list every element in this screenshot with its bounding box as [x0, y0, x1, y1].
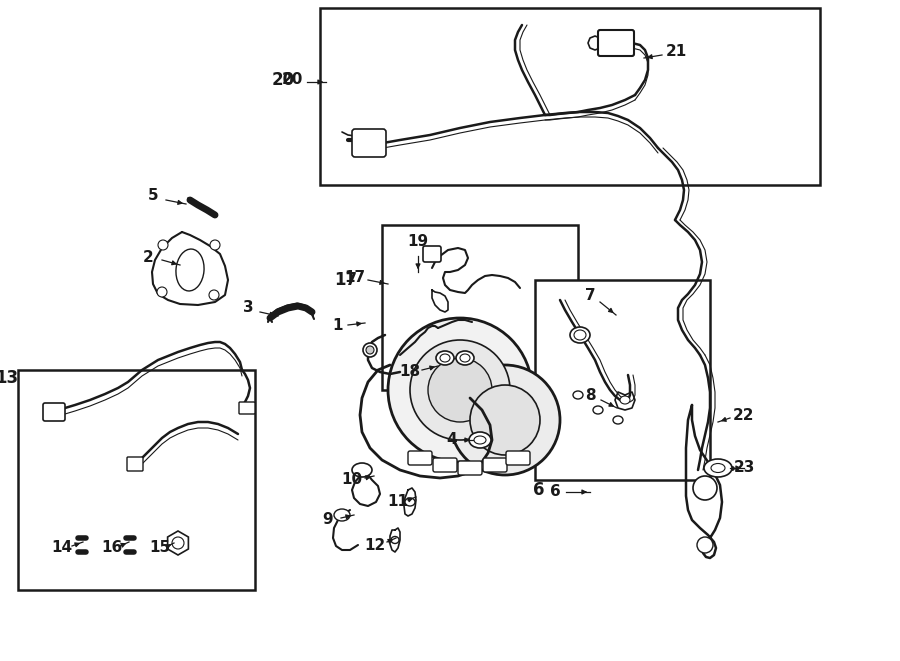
FancyBboxPatch shape: [408, 451, 432, 465]
Ellipse shape: [570, 327, 590, 343]
FancyBboxPatch shape: [43, 403, 65, 421]
FancyBboxPatch shape: [458, 461, 482, 475]
FancyBboxPatch shape: [506, 451, 530, 465]
Text: 1: 1: [333, 317, 343, 332]
Text: 10: 10: [341, 473, 363, 488]
Bar: [18, 370, 255, 590]
Ellipse shape: [474, 436, 486, 444]
Ellipse shape: [704, 459, 732, 477]
Ellipse shape: [620, 396, 630, 404]
Ellipse shape: [593, 406, 603, 414]
Text: 2: 2: [142, 251, 153, 266]
FancyBboxPatch shape: [423, 246, 441, 262]
FancyBboxPatch shape: [352, 129, 386, 157]
Ellipse shape: [469, 432, 491, 448]
Ellipse shape: [573, 391, 583, 399]
FancyBboxPatch shape: [483, 458, 507, 472]
Ellipse shape: [574, 330, 586, 340]
Text: 17: 17: [345, 270, 365, 286]
Text: 14: 14: [51, 541, 73, 555]
Text: 16: 16: [102, 541, 122, 555]
Circle shape: [366, 346, 374, 354]
Ellipse shape: [405, 498, 415, 506]
Circle shape: [209, 290, 219, 300]
Text: 7: 7: [585, 288, 595, 303]
Circle shape: [172, 537, 184, 549]
Text: 6: 6: [550, 485, 561, 500]
Circle shape: [697, 537, 713, 553]
Text: 18: 18: [400, 364, 420, 379]
Text: 17: 17: [334, 271, 357, 289]
Circle shape: [363, 343, 377, 357]
Circle shape: [693, 476, 717, 500]
Ellipse shape: [352, 463, 372, 477]
Bar: [320, 8, 820, 185]
FancyBboxPatch shape: [433, 458, 457, 472]
Text: 3: 3: [243, 301, 253, 315]
Text: 21: 21: [665, 44, 687, 59]
Ellipse shape: [176, 249, 204, 291]
Text: 20: 20: [282, 73, 302, 87]
Text: 15: 15: [149, 541, 171, 555]
Text: 19: 19: [408, 235, 428, 249]
Ellipse shape: [613, 416, 623, 424]
FancyBboxPatch shape: [239, 402, 255, 414]
Circle shape: [450, 365, 560, 475]
Text: 9: 9: [323, 512, 333, 527]
Text: 5: 5: [148, 188, 158, 204]
Text: 8: 8: [585, 387, 595, 403]
Text: 23: 23: [734, 461, 755, 475]
Circle shape: [470, 385, 540, 455]
Text: 22: 22: [734, 407, 755, 422]
Text: 20: 20: [272, 71, 295, 89]
Text: 13: 13: [0, 369, 18, 387]
Ellipse shape: [711, 463, 725, 473]
Ellipse shape: [456, 351, 474, 365]
Text: 11: 11: [388, 494, 409, 510]
Circle shape: [210, 240, 220, 250]
Circle shape: [157, 287, 167, 297]
FancyBboxPatch shape: [127, 457, 143, 471]
Circle shape: [410, 340, 510, 440]
Text: 4: 4: [446, 432, 457, 447]
Ellipse shape: [440, 354, 450, 362]
Bar: [382, 225, 578, 390]
Circle shape: [388, 318, 532, 462]
Ellipse shape: [436, 351, 454, 365]
Circle shape: [428, 358, 492, 422]
Text: 12: 12: [364, 537, 385, 553]
FancyBboxPatch shape: [598, 30, 634, 56]
Circle shape: [158, 240, 168, 250]
Ellipse shape: [391, 537, 399, 543]
Ellipse shape: [460, 354, 470, 362]
Bar: [535, 280, 710, 480]
Ellipse shape: [334, 509, 350, 521]
Text: 6: 6: [534, 481, 545, 499]
